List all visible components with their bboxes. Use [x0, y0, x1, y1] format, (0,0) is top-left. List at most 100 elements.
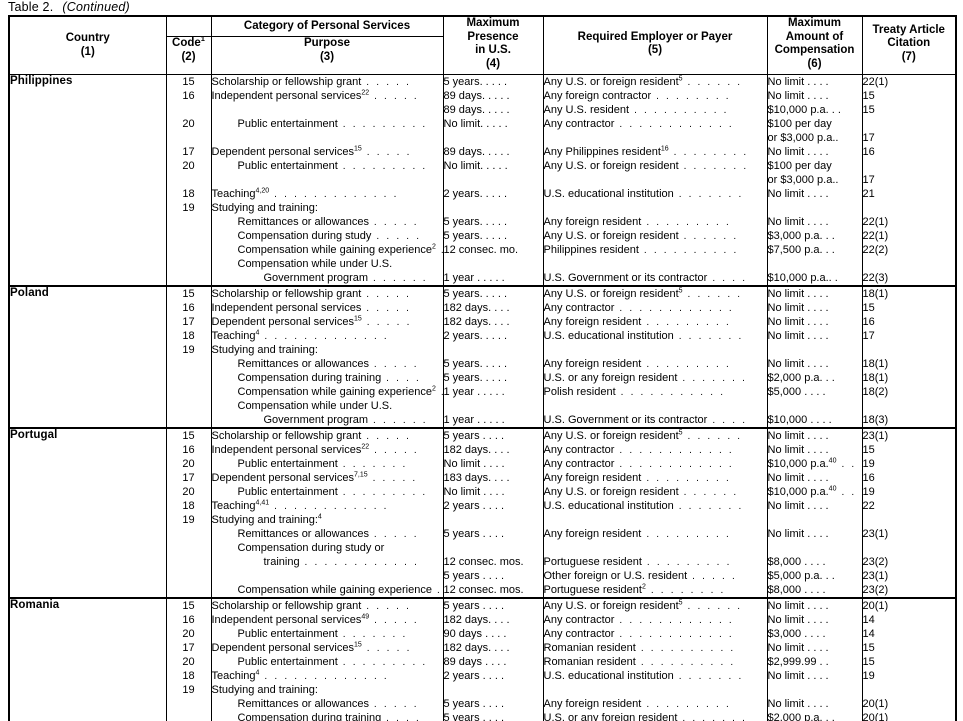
header-presence: Maximum Presence in U.S. (4)	[442, 15, 544, 76]
footnote-ref: 49	[361, 613, 370, 621]
leader-dots: . . . . . . .	[673, 671, 744, 683]
treaty-line: 17	[862, 330, 875, 343]
leader-dots: . . . .	[707, 273, 748, 285]
treaty-line: 23(1)	[862, 528, 889, 541]
code-line: 20	[182, 458, 195, 471]
header-purpose: Purpose (3)	[210, 35, 444, 76]
leader-dots: . . . . . . . . .	[641, 217, 731, 229]
presence-line: 2 years . . . .	[443, 670, 505, 683]
employer-cell: Any U.S. or foreign resident5 . . . . . …	[542, 597, 768, 721]
footnote-ref: 2	[431, 385, 436, 393]
footnote-ref: 7,15	[353, 471, 368, 479]
purpose-line: Public entertainment . . . . . . . . .	[237, 118, 428, 131]
footnote-ref: 15	[353, 641, 362, 649]
purpose-line: Studying and training:4	[211, 513, 322, 527]
country-cell: Portugal	[8, 427, 167, 599]
amount-line: No limit . . . .	[767, 316, 829, 329]
amount-line: No limit . . . .	[767, 670, 829, 683]
leader-dots: . . . .	[381, 713, 422, 721]
amount-line: $2,000 p.a. . .	[767, 712, 835, 721]
employer-line: Any contractor . . . . . . . . . . . .	[543, 614, 734, 627]
code-line: 18	[182, 670, 195, 683]
presence-line: No limit. . . . .	[443, 118, 508, 131]
presence-line: 5 years . . . .	[443, 570, 505, 583]
header-employer: Required Employer or Payer (5)	[542, 15, 768, 76]
presence-line: 89 days. . . . .	[443, 104, 510, 117]
leader-dots: . . . . . . . . . .	[635, 643, 736, 655]
purpose-line: Teaching4 . . . . . . . . . . . . .	[211, 669, 389, 683]
leader-dots: . . . . .	[367, 473, 418, 485]
employer-line: Portuguese resident2 . . . . . . . .	[543, 583, 726, 597]
code-line: 18	[182, 330, 195, 343]
purpose-cell: Scholarship or fellowship grant . . . . …	[210, 285, 444, 429]
leader-dots: . . . . . . . . .	[641, 529, 731, 541]
table-caption-label: Table 2.	[8, 0, 54, 14]
header-employer-label: Required Employer or Payer	[577, 30, 733, 43]
purpose-line: Compensation during study or	[237, 542, 385, 555]
employer-line: Any contractor . . . . . . . . . . . .	[543, 458, 734, 471]
leader-dots: . . . . . . .	[337, 629, 408, 641]
purpose-line: Scholarship or fellowship grant . . . . …	[211, 288, 412, 301]
code-line: 18	[182, 500, 195, 513]
employer-line: Any U.S. resident . . . . . . . . . .	[543, 104, 729, 117]
amount-line: No limit . . . .	[767, 358, 829, 371]
presence-line: 182 days. . . .	[443, 316, 510, 329]
footnote-ref: 4,41	[255, 499, 270, 507]
presence-line: 5 years. . . . .	[443, 230, 508, 243]
treaty-line: 17	[862, 132, 875, 145]
treaty-line: 23(2)	[862, 556, 889, 569]
purpose-line: Teaching4,20 . . . . . . . . . . . . .	[211, 187, 399, 201]
header-presence-l3: in U.S.	[475, 44, 511, 57]
header-presence-num: (4)	[485, 57, 501, 70]
leader-dots: . . . . . .	[682, 601, 743, 613]
purpose-line: Independent personal services . . . . .	[211, 302, 412, 315]
amount-line: No limit . . . .	[767, 146, 829, 159]
purpose-line: Dependent personal services15 . . . . .	[211, 145, 412, 159]
presence-line: 1 year . . . . .	[443, 386, 505, 399]
presence-line: 89 days. . . . .	[443, 146, 510, 159]
purpose-line: Independent personal services22 . . . . …	[211, 443, 419, 457]
header-code: Code1 (2)	[165, 35, 212, 76]
purpose-line: Dependent personal services15 . . . . .	[211, 315, 412, 329]
code-line: 17	[182, 316, 195, 329]
code-line: 16	[182, 302, 195, 315]
purpose-line: Independent personal services22 . . . . …	[211, 89, 419, 103]
amount-cell: No limit . . . . No limit . . . . $10,000 …	[766, 74, 863, 287]
employer-line: U.S. educational institution . . . . . .…	[543, 670, 744, 683]
presence-line: 2 years . . . .	[443, 500, 505, 513]
amount-line: $100 per day	[767, 160, 832, 173]
leader-dots: . . . . .	[361, 147, 412, 159]
purpose-line: Public entertainment . . . . . . . . .	[237, 160, 428, 173]
header-amount-l3: Compensation	[774, 44, 855, 57]
footnote-ref: 2	[431, 243, 436, 251]
leader-dots: . . . . . . . . . . . . .	[259, 671, 389, 683]
employer-line: Any U.S. or foreign resident5 . . . . . …	[543, 429, 743, 443]
purpose-line: Remittances or allowances . . . . .	[237, 358, 419, 371]
leader-dots: . . . . . . . . . . . .	[269, 501, 389, 513]
presence-line: 89 days . . . .	[443, 656, 507, 669]
purpose-line: Compensation while under U.S.	[237, 400, 393, 413]
leader-dots: . . . . . . . . .	[641, 317, 731, 329]
leader-dots: . . . . .	[368, 699, 419, 711]
code-line: 19	[182, 202, 195, 215]
footnote-ref: 4,20	[255, 187, 270, 195]
footnote-ref: 4	[255, 329, 260, 337]
employer-line: Any U.S. or foreign resident5 . . . . . …	[543, 287, 743, 301]
leader-dots: . . . . . . . . . . . .	[299, 557, 420, 569]
leader-dots: . . . . . .	[682, 77, 743, 89]
header-country-num: (1)	[80, 45, 95, 58]
presence-line: 182 days. . . .	[443, 614, 510, 627]
header-purpose-num: (3)	[319, 50, 335, 63]
employer-line: Any U.S. or foreign resident . . . . . .	[543, 230, 739, 243]
purpose-line: Compensation while gaining experience2 .	[212, 385, 443, 399]
table-caption-note: (Continued)	[62, 0, 130, 14]
presence-line: No limit. . . . .	[443, 160, 508, 173]
presence-line: 89 days. . . . .	[443, 90, 510, 103]
treaty-line: 16	[862, 472, 875, 485]
country-cell: Romania	[8, 597, 167, 721]
leader-dots: . . . . . .	[368, 415, 428, 427]
leader-dots: . . . . .	[361, 289, 412, 301]
leader-dots: . . . . .	[369, 91, 419, 103]
purpose-line: Compensation while gaining experience2 .	[212, 243, 443, 257]
